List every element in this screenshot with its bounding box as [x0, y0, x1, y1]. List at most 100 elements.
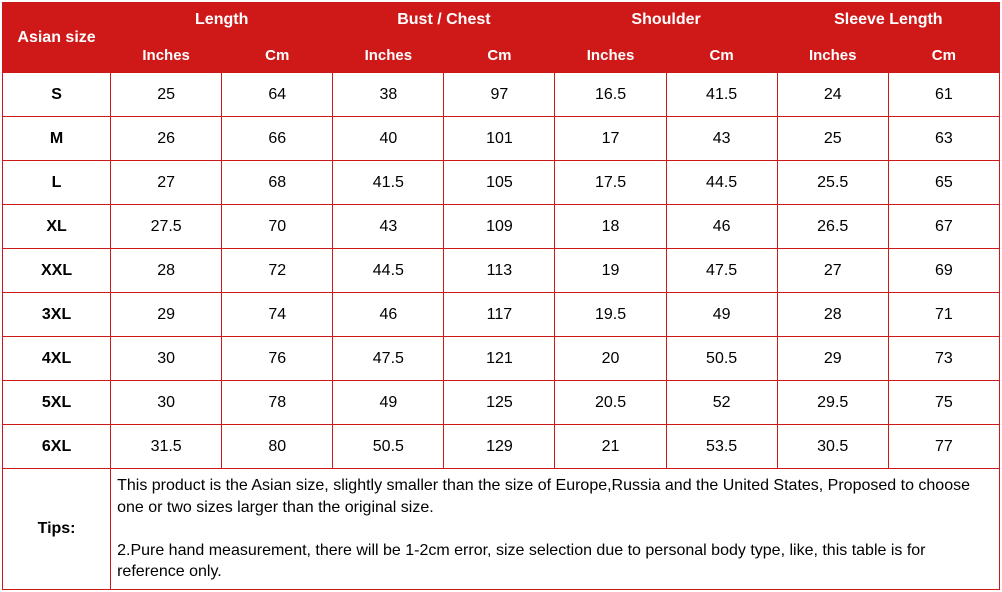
value-cell: 53.5: [666, 425, 777, 469]
value-cell: 70: [222, 205, 333, 249]
value-cell: 63: [888, 117, 999, 161]
value-cell: 30: [111, 337, 222, 381]
value-cell: 29: [111, 293, 222, 337]
header-length: Length: [111, 3, 333, 38]
table-row: M26664010117432563: [3, 117, 1000, 161]
value-cell: 41.5: [333, 161, 444, 205]
value-cell: 46: [333, 293, 444, 337]
value-cell: 61: [888, 73, 999, 117]
value-cell: 41.5: [666, 73, 777, 117]
value-cell: 66: [222, 117, 333, 161]
tips-row: Tips: This product is the Asian size, sl…: [3, 469, 1000, 590]
value-cell: 97: [444, 73, 555, 117]
value-cell: 31.5: [111, 425, 222, 469]
value-cell: 109: [444, 205, 555, 249]
table-row: XL27.57043109184626.567: [3, 205, 1000, 249]
value-cell: 16.5: [555, 73, 666, 117]
size-cell: 3XL: [3, 293, 111, 337]
value-cell: 30.5: [777, 425, 888, 469]
table-row: L276841.510517.544.525.565: [3, 161, 1000, 205]
value-cell: 17.5: [555, 161, 666, 205]
subheader-inches: Inches: [333, 38, 444, 73]
value-cell: 71: [888, 293, 999, 337]
subheader-cm: Cm: [444, 38, 555, 73]
value-cell: 67: [888, 205, 999, 249]
value-cell: 19.5: [555, 293, 666, 337]
value-cell: 44.5: [666, 161, 777, 205]
table-row: 3XL29744611719.5492871: [3, 293, 1000, 337]
value-cell: 25: [777, 117, 888, 161]
value-cell: 73: [888, 337, 999, 381]
value-cell: 101: [444, 117, 555, 161]
value-cell: 28: [777, 293, 888, 337]
value-cell: 18: [555, 205, 666, 249]
value-cell: 29.5: [777, 381, 888, 425]
value-cell: 43: [333, 205, 444, 249]
value-cell: 40: [333, 117, 444, 161]
value-cell: 25: [111, 73, 222, 117]
size-cell: L: [3, 161, 111, 205]
value-cell: 44.5: [333, 249, 444, 293]
value-cell: 74: [222, 293, 333, 337]
value-cell: 65: [888, 161, 999, 205]
value-cell: 20.5: [555, 381, 666, 425]
value-cell: 49: [333, 381, 444, 425]
value-cell: 30: [111, 381, 222, 425]
value-cell: 26: [111, 117, 222, 161]
value-cell: 105: [444, 161, 555, 205]
value-cell: 50.5: [666, 337, 777, 381]
size-chart-table: Asian size Length Bust / Chest Shoulder …: [2, 2, 1000, 590]
value-cell: 129: [444, 425, 555, 469]
value-cell: 50.5: [333, 425, 444, 469]
subheader-cm: Cm: [888, 38, 999, 73]
value-cell: 43: [666, 117, 777, 161]
table-row: 6XL31.58050.51292153.530.577: [3, 425, 1000, 469]
value-cell: 52: [666, 381, 777, 425]
table-row: 4XL307647.51212050.52973: [3, 337, 1000, 381]
value-cell: 25.5: [777, 161, 888, 205]
header-sleeve: Sleeve Length: [777, 3, 999, 38]
value-cell: 19: [555, 249, 666, 293]
table-header: Asian size Length Bust / Chest Shoulder …: [3, 3, 1000, 73]
value-cell: 69: [888, 249, 999, 293]
value-cell: 26.5: [777, 205, 888, 249]
value-cell: 125: [444, 381, 555, 425]
value-cell: 46: [666, 205, 777, 249]
value-cell: 75: [888, 381, 999, 425]
value-cell: 49: [666, 293, 777, 337]
value-cell: 21: [555, 425, 666, 469]
value-cell: 113: [444, 249, 555, 293]
value-cell: 77: [888, 425, 999, 469]
value-cell: 76: [222, 337, 333, 381]
value-cell: 27: [777, 249, 888, 293]
header-asian-size: Asian size: [3, 3, 111, 73]
value-cell: 24: [777, 73, 888, 117]
size-cell: M: [3, 117, 111, 161]
subheader-inches: Inches: [777, 38, 888, 73]
table-body: S2564389716.541.52461M26664010117432563L…: [3, 73, 1000, 469]
header-shoulder: Shoulder: [555, 3, 777, 38]
value-cell: 47.5: [333, 337, 444, 381]
value-cell: 28: [111, 249, 222, 293]
subheader-cm: Cm: [666, 38, 777, 73]
value-cell: 72: [222, 249, 333, 293]
tips-label: Tips:: [3, 469, 111, 590]
value-cell: 68: [222, 161, 333, 205]
value-cell: 27: [111, 161, 222, 205]
size-cell: S: [3, 73, 111, 117]
table-row: XXL287244.51131947.52769: [3, 249, 1000, 293]
value-cell: 38: [333, 73, 444, 117]
subheader-cm: Cm: [222, 38, 333, 73]
size-cell: XL: [3, 205, 111, 249]
value-cell: 64: [222, 73, 333, 117]
size-cell: 5XL: [3, 381, 111, 425]
value-cell: 20: [555, 337, 666, 381]
table-row: S2564389716.541.52461: [3, 73, 1000, 117]
value-cell: 47.5: [666, 249, 777, 293]
subheader-inches: Inches: [555, 38, 666, 73]
size-cell: 6XL: [3, 425, 111, 469]
size-cell: 4XL: [3, 337, 111, 381]
tips-text: This product is the Asian size, slightly…: [111, 469, 1000, 590]
value-cell: 121: [444, 337, 555, 381]
value-cell: 80: [222, 425, 333, 469]
